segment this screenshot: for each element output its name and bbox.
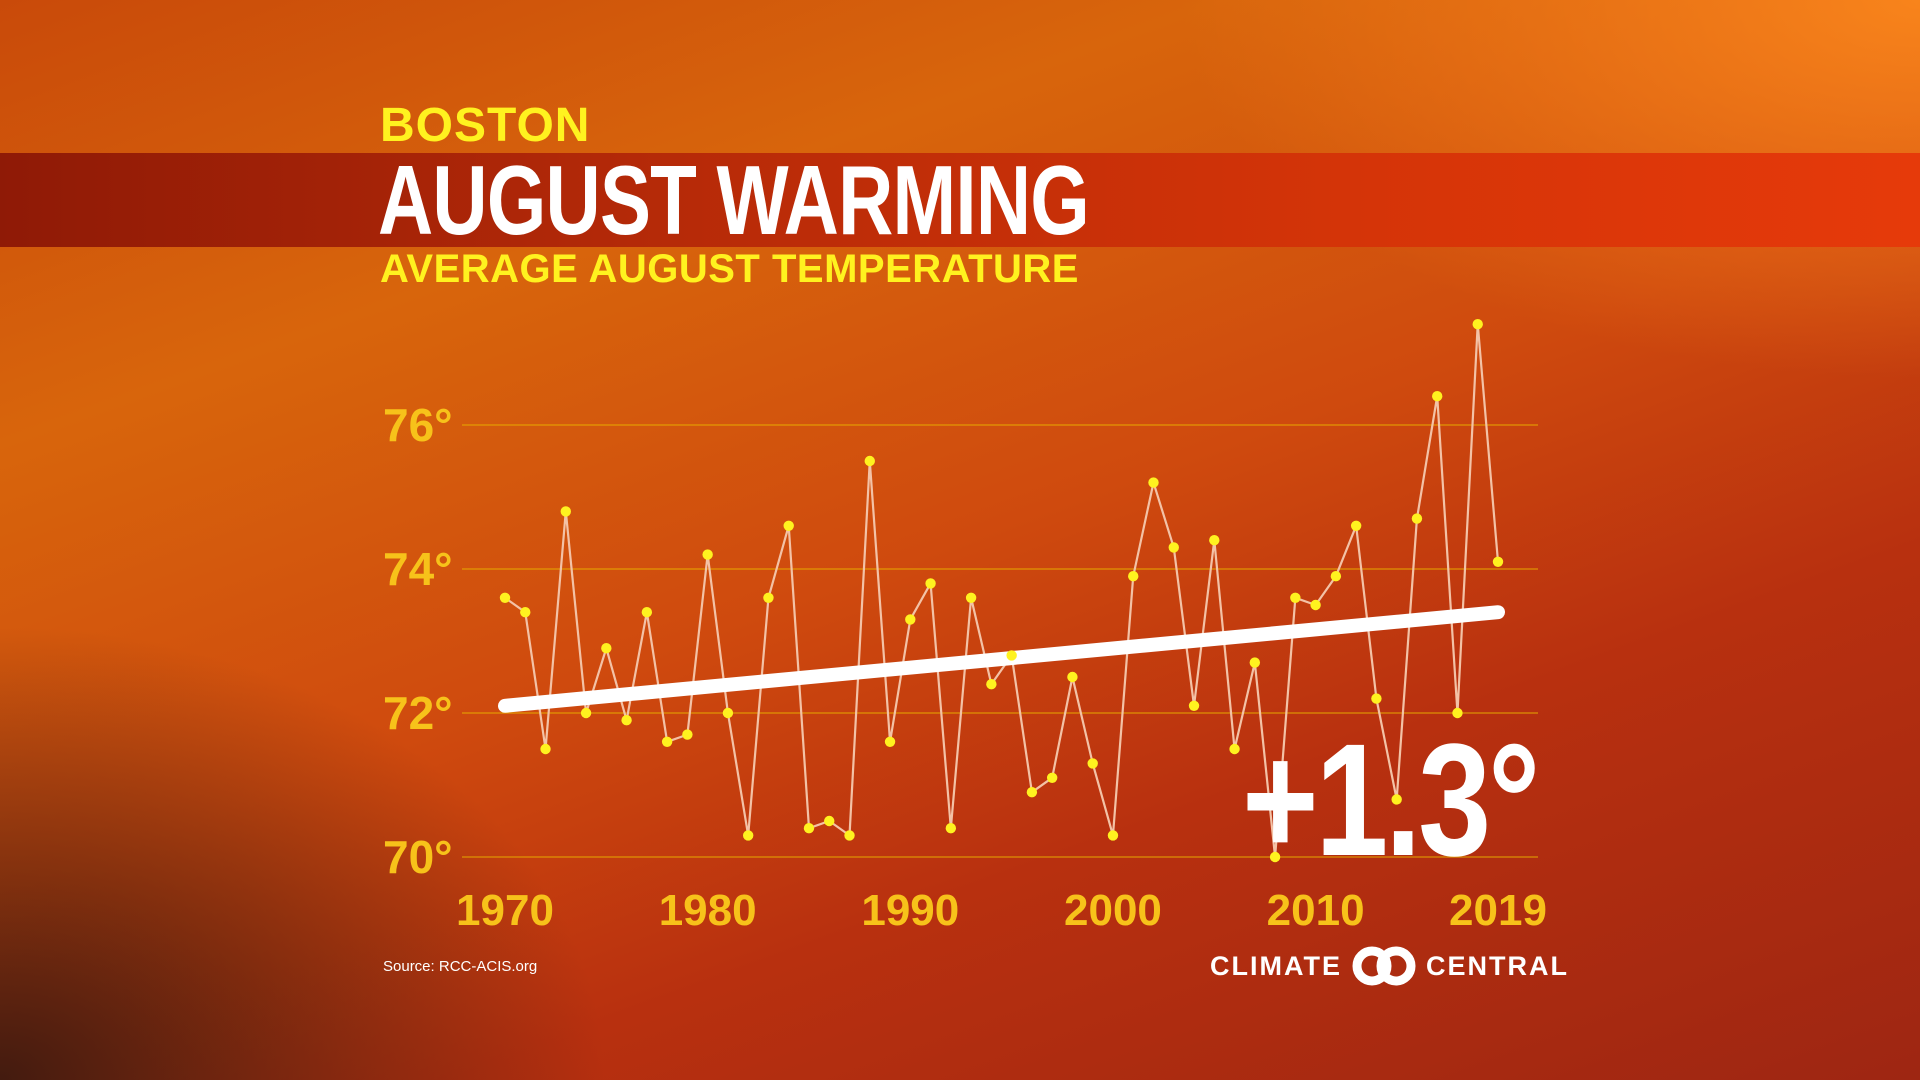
x-axis-labels: 1970 1980 1990 2000 2010 2019 (456, 886, 1547, 935)
data-point (1330, 571, 1342, 582)
data-point (560, 506, 571, 517)
data-point (986, 679, 997, 690)
data-point (1209, 535, 1220, 546)
brand-left: CLIMATE (1210, 950, 1342, 981)
data-point (702, 549, 713, 560)
y-tick-label: 72° (383, 687, 453, 739)
data-point (1432, 391, 1443, 402)
data-point (621, 715, 632, 726)
interlocking-circles-icon (1352, 946, 1416, 986)
data-point (1107, 830, 1119, 841)
data-point (1026, 787, 1038, 798)
data-point (864, 455, 875, 467)
data-point (803, 823, 815, 834)
x-tick-label: 1980 (659, 886, 757, 935)
data-point (844, 830, 855, 841)
x-tick-label: 1970 (456, 886, 554, 935)
data-points (499, 319, 1504, 863)
city-label: BOSTON (380, 99, 591, 152)
data-point (742, 830, 754, 841)
data-point (884, 736, 896, 747)
data-point (661, 736, 673, 747)
data-point (601, 643, 612, 654)
data-point (1269, 851, 1281, 863)
page-title: AUGUST WARMING (378, 145, 1090, 255)
data-point (1290, 592, 1301, 603)
data-point (1006, 650, 1017, 661)
data-point (540, 743, 551, 755)
data-point (1148, 477, 1159, 488)
y-tick-label: 74° (383, 543, 453, 595)
data-point (722, 707, 734, 719)
data-point (1391, 794, 1402, 805)
data-point (945, 823, 957, 834)
data-point (499, 592, 511, 603)
trend-line (498, 605, 1505, 713)
x-tick-label: 2000 (1064, 886, 1162, 935)
grid-lines (462, 424, 1538, 858)
data-point (763, 592, 774, 603)
data-point (580, 707, 592, 719)
climate-central-logo: CLIMATE CENTRAL (1210, 942, 1569, 990)
x-tick-label: 1990 (861, 886, 959, 935)
data-point (965, 592, 977, 603)
data-point (1371, 693, 1382, 704)
data-point (1310, 599, 1321, 611)
y-tick-label: 70° (383, 831, 453, 883)
chart-subtitle: AVERAGE AUGUST TEMPERATURE (380, 247, 1079, 291)
data-point (1067, 671, 1078, 683)
data-point (520, 607, 531, 618)
data-point (641, 607, 653, 618)
data-point (905, 614, 916, 625)
data-point (783, 520, 794, 531)
data-point (1229, 743, 1240, 755)
y-tick-label: 76° (383, 399, 453, 451)
data-point (1188, 700, 1200, 711)
x-tick-label: 2019 (1449, 886, 1547, 935)
data-point (682, 729, 693, 740)
data-point (1087, 758, 1098, 769)
data-point (1046, 772, 1058, 783)
data-point (1249, 657, 1261, 668)
data-point (1472, 319, 1483, 330)
data-point (1411, 513, 1423, 524)
data-point (1452, 707, 1463, 719)
x-tick-label: 2010 (1267, 886, 1365, 935)
brand-right: CENTRAL (1425, 950, 1569, 981)
data-point (1350, 520, 1362, 531)
temperature-change-label: +1.3° (1242, 710, 1540, 889)
data-point (824, 815, 835, 827)
y-axis-labels: 70° 72° 74° 76° (383, 399, 453, 883)
data-point (925, 578, 936, 589)
data-point (1492, 556, 1504, 567)
title-band (0, 153, 1920, 247)
data-point (1128, 571, 1139, 582)
data-point (1168, 542, 1179, 553)
source-note: Source: RCC-ACIS.org (383, 958, 538, 975)
